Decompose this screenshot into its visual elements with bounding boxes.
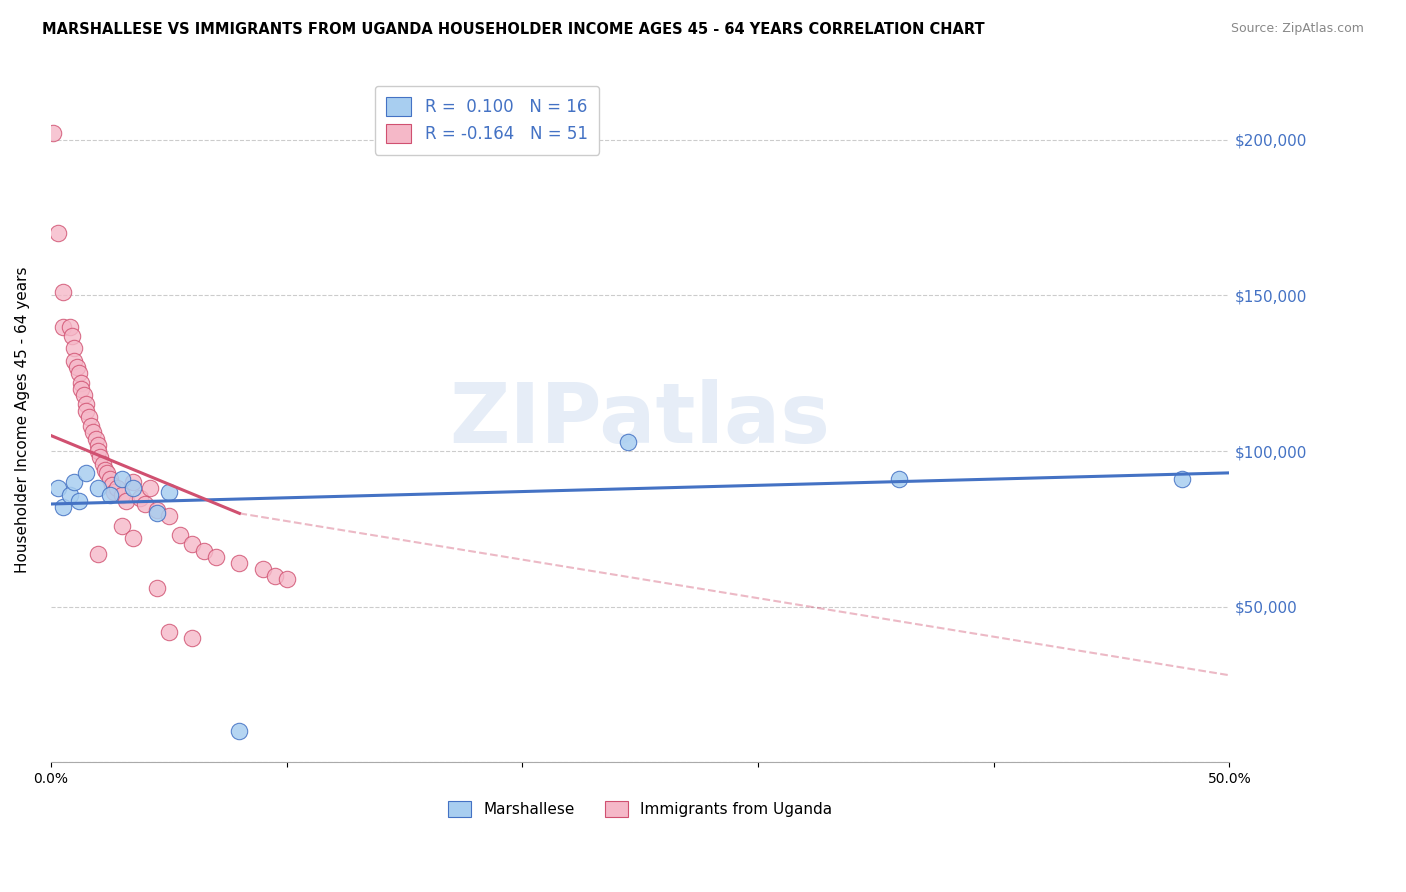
Point: [63, 475, 86, 490]
Point: [105, 482, 128, 496]
Point: [96, 466, 118, 480]
Point: [122, 475, 145, 490]
Text: Source: ZipAtlas.com: Source: ZipAtlas.com: [1230, 22, 1364, 36]
Point: [70, 376, 93, 390]
Point: [42, 127, 65, 141]
Point: [110, 518, 132, 533]
Text: MARSHALLESE VS IMMIGRANTS FROM UGANDA HOUSEHOLDER INCOME AGES 45 - 64 YEARS CORR: MARSHALLESE VS IMMIGRANTS FROM UGANDA HO…: [42, 22, 984, 37]
Point: [157, 484, 180, 499]
Point: [617, 434, 640, 449]
Legend: Marshallese, Immigrants from Uganda: Marshallese, Immigrants from Uganda: [441, 795, 838, 823]
Point: [84, 432, 107, 446]
Point: [98, 488, 121, 502]
Point: [169, 528, 191, 542]
Point: [146, 581, 169, 595]
Point: [87, 444, 110, 458]
Point: [103, 484, 125, 499]
Point: [87, 547, 110, 561]
Point: [52, 500, 75, 515]
Point: [134, 497, 156, 511]
Point: [89, 450, 111, 465]
Point: [77, 409, 100, 424]
Point: [73, 388, 96, 402]
Point: [66, 359, 89, 374]
Point: [91, 457, 114, 471]
Point: [46, 226, 69, 240]
Point: [52, 285, 75, 300]
Point: [193, 543, 215, 558]
Point: [67, 494, 90, 508]
Point: [63, 341, 86, 355]
Point: [87, 482, 110, 496]
Point: [146, 506, 169, 520]
Text: ZIPatlas: ZIPatlas: [450, 379, 831, 460]
Point: [59, 319, 82, 334]
Point: [80, 419, 103, 434]
Point: [157, 624, 180, 639]
Point: [46, 482, 69, 496]
Point: [101, 478, 124, 492]
Point: [205, 549, 228, 564]
Point: [122, 482, 145, 496]
Point: [157, 509, 180, 524]
Y-axis label: Householder Income Ages 45 - 64 years: Householder Income Ages 45 - 64 years: [15, 267, 30, 574]
Point: [181, 631, 204, 645]
Point: [98, 472, 121, 486]
Point: [87, 438, 110, 452]
Point: [59, 488, 82, 502]
Point: [263, 568, 285, 582]
Point: [75, 466, 97, 480]
Point: [52, 319, 75, 334]
Point: [276, 572, 298, 586]
Point: [75, 397, 97, 411]
Point: [67, 366, 90, 380]
Point: [94, 463, 117, 477]
Point: [75, 403, 97, 417]
Point: [129, 491, 152, 505]
Point: [60, 329, 83, 343]
Point: [146, 503, 169, 517]
Point: [228, 556, 250, 570]
Point: [115, 494, 138, 508]
Point: [889, 472, 911, 486]
Point: [1171, 472, 1194, 486]
Point: [252, 562, 274, 576]
Point: [82, 425, 104, 440]
Point: [139, 482, 162, 496]
Point: [122, 531, 145, 545]
Point: [70, 382, 93, 396]
Point: [110, 488, 132, 502]
Point: [63, 353, 86, 368]
Point: [110, 472, 132, 486]
Point: [228, 724, 250, 739]
Point: [181, 537, 204, 551]
